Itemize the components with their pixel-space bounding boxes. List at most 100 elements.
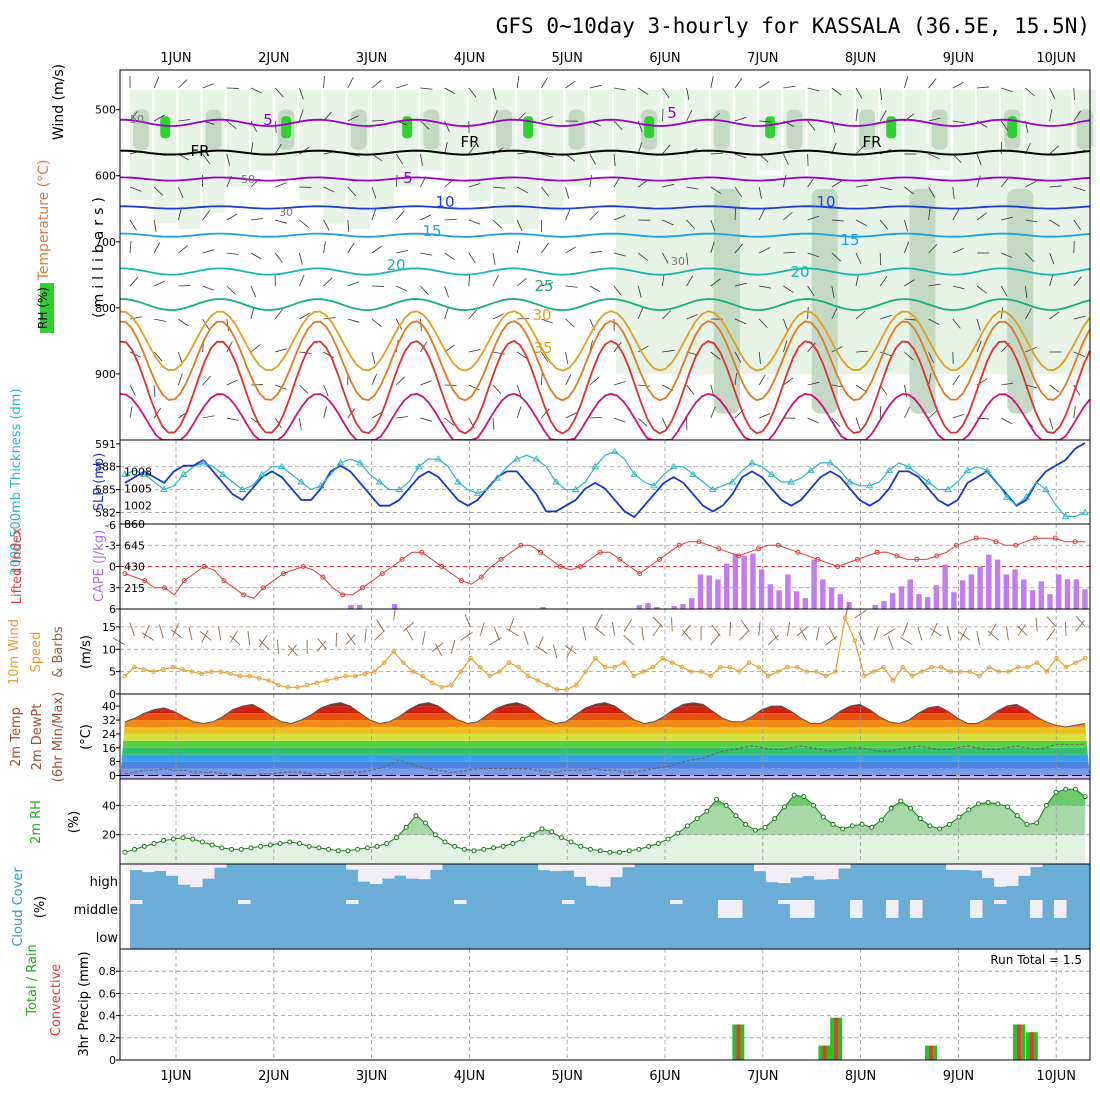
wind-barb-10m bbox=[641, 626, 644, 641]
wind-barb bbox=[1001, 417, 1012, 424]
cape-bar bbox=[750, 553, 756, 609]
tick-label: 5 bbox=[109, 666, 116, 679]
wind-barb bbox=[855, 87, 863, 99]
cloud-level-label: low bbox=[96, 931, 119, 946]
wind-barb-10m bbox=[188, 626, 193, 641]
wind-barb bbox=[129, 241, 132, 254]
wind-barb-10m bbox=[671, 617, 673, 632]
li-point bbox=[538, 549, 544, 555]
temp-band bbox=[120, 775, 1090, 779]
thickness-point bbox=[1061, 512, 1070, 519]
cloud-middle-cell bbox=[970, 900, 983, 918]
slp-thickness-panel: 582 585 588 591 1002 1005 1008 1000-500mb Thick… bbox=[9, 388, 1091, 576]
wind-barb bbox=[226, 252, 239, 255]
li-point bbox=[815, 556, 821, 562]
wind-barb bbox=[831, 417, 841, 428]
slp-tick-label: 1002 bbox=[124, 500, 152, 513]
rh-point bbox=[859, 821, 865, 827]
rh-point bbox=[995, 801, 1001, 807]
cloud-level-label: middle bbox=[74, 903, 118, 918]
li-point bbox=[360, 585, 365, 591]
wind-barb bbox=[517, 151, 530, 155]
cloud-high-cell bbox=[1018, 864, 1031, 876]
rh-point bbox=[316, 845, 322, 851]
wind-barb bbox=[178, 373, 183, 386]
rh-fill bbox=[226, 89, 249, 187]
wind-speed-point bbox=[881, 664, 886, 670]
wind-barb bbox=[1025, 308, 1032, 320]
cape-bar bbox=[881, 601, 887, 609]
wind-barb bbox=[855, 219, 867, 226]
cape-bar bbox=[680, 604, 686, 609]
wind-barb bbox=[637, 87, 649, 95]
wind-speed-point bbox=[429, 680, 435, 686]
wind-barb bbox=[323, 241, 326, 254]
wind-barb-10m bbox=[229, 635, 241, 646]
li-point bbox=[894, 553, 900, 559]
wind-barb bbox=[758, 186, 762, 199]
wind-barb bbox=[153, 76, 160, 89]
wind-barb bbox=[444, 252, 455, 261]
rh-point bbox=[772, 816, 778, 822]
lifted-index-cape-panel: -3 0 3 6 -6 215 430 645 860 Lifted Index CAPE (J/k… bbox=[10, 518, 1091, 616]
wind-barb bbox=[637, 285, 642, 298]
wind-speed-point bbox=[852, 638, 858, 643]
temperature-contour bbox=[119, 392, 1091, 441]
contour-label: FR bbox=[862, 133, 881, 151]
li-point bbox=[1052, 535, 1058, 541]
wind-speed-point bbox=[727, 664, 733, 670]
wind-barb-10m bbox=[758, 621, 761, 636]
wind-barb bbox=[952, 318, 961, 329]
li-point bbox=[221, 578, 227, 584]
temp-units-label: (°C) bbox=[79, 724, 94, 750]
rh-point bbox=[665, 836, 671, 842]
wind-barb bbox=[275, 219, 287, 224]
thickness-point bbox=[513, 455, 521, 462]
wind-speed-point bbox=[612, 664, 617, 670]
wind-barb bbox=[758, 351, 761, 364]
precip-convective-bar bbox=[834, 1017, 839, 1060]
wind-barb bbox=[1025, 181, 1037, 188]
date-label-top: 10JUN bbox=[1036, 51, 1076, 66]
wind10m-panel: 0 5 10 15 10m Wind Speed & Barbs (m/s) bbox=[7, 604, 1091, 701]
rh-point bbox=[122, 849, 128, 855]
wind-barb-10m bbox=[316, 640, 327, 652]
wind-barb-10m bbox=[987, 630, 1000, 641]
slp-line bbox=[124, 442, 1086, 519]
thickness-point bbox=[846, 478, 854, 485]
wind-barb bbox=[492, 109, 498, 122]
rh-fill bbox=[735, 89, 757, 186]
wind-barb bbox=[516, 277, 527, 287]
wind-barb bbox=[589, 153, 596, 165]
wind-barb bbox=[420, 153, 423, 166]
rh-point bbox=[190, 836, 196, 842]
wind-barb bbox=[880, 314, 892, 320]
wind-barb-10m bbox=[434, 643, 443, 657]
wind-speed-point bbox=[737, 669, 742, 674]
cape-bar bbox=[706, 575, 712, 609]
rh-point bbox=[840, 826, 846, 832]
wind-barb bbox=[274, 309, 283, 320]
wind-barb bbox=[662, 87, 670, 99]
wind-barb bbox=[274, 143, 282, 155]
temperature-contour bbox=[119, 298, 1091, 312]
wind-barb bbox=[347, 115, 359, 122]
wind-barb bbox=[565, 318, 575, 328]
temp-band bbox=[120, 754, 1090, 762]
wind-speed-line bbox=[124, 615, 1086, 691]
cape-bar bbox=[697, 574, 704, 609]
wind-barb bbox=[589, 376, 600, 386]
wind-barb bbox=[492, 275, 499, 287]
thickness-point bbox=[395, 485, 404, 493]
cape-bar bbox=[986, 554, 992, 609]
rh-point bbox=[258, 843, 264, 849]
wind-speed-point bbox=[276, 682, 281, 688]
wind-barb-10m bbox=[376, 619, 385, 632]
wind-barb bbox=[274, 120, 277, 133]
cloud-high-cell bbox=[610, 864, 623, 878]
wind-barb-10m bbox=[900, 636, 913, 646]
rh-point bbox=[413, 813, 419, 819]
cape-bar bbox=[1064, 579, 1071, 609]
temperature-contour bbox=[119, 339, 1091, 435]
wind-speed-point bbox=[775, 669, 781, 674]
